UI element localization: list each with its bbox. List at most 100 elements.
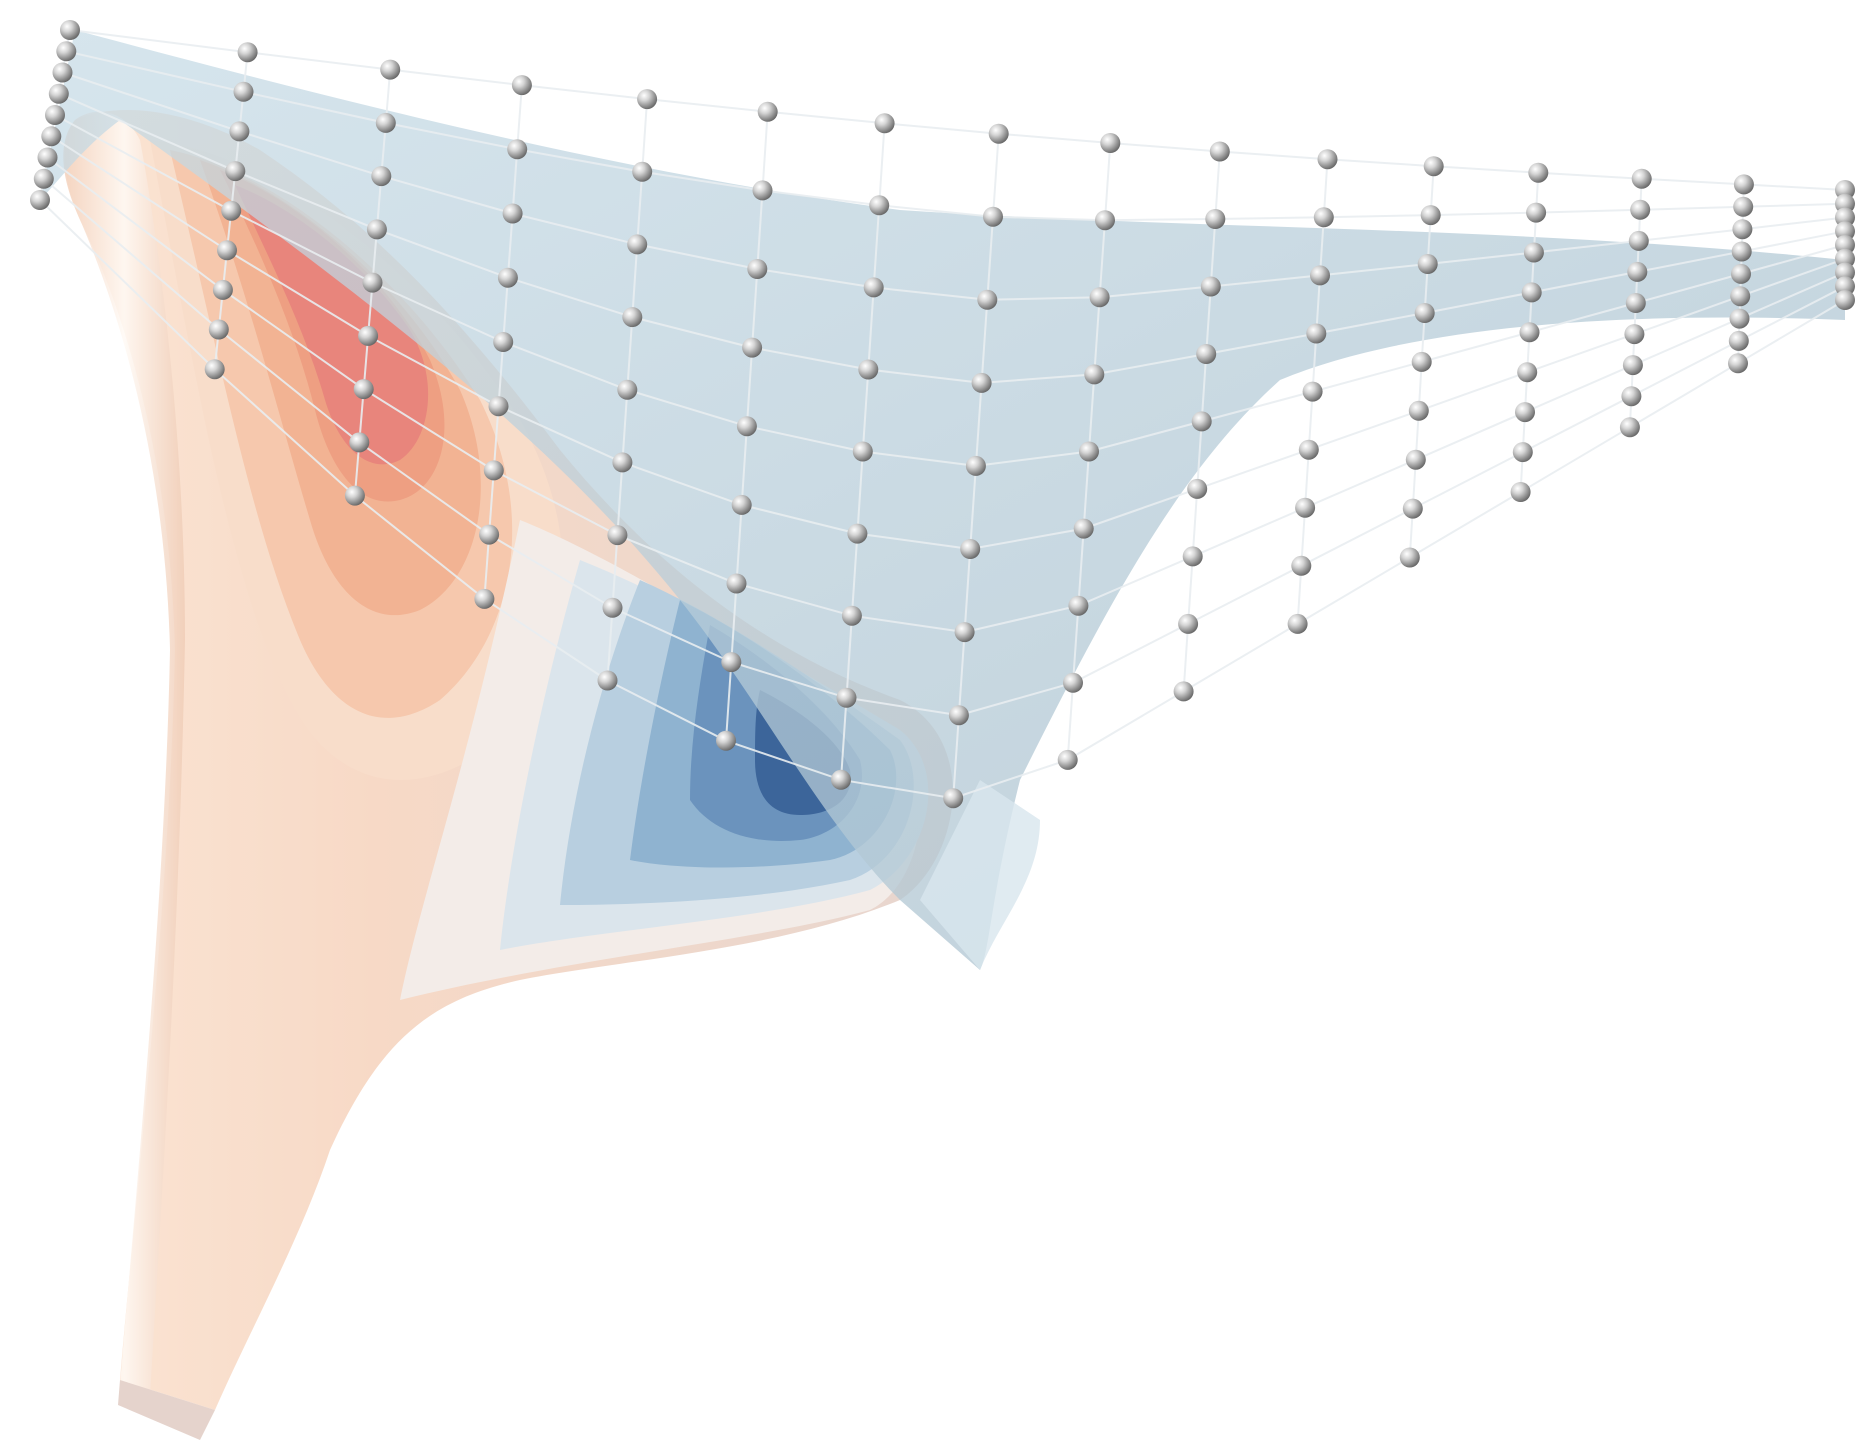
- control-point-node: [716, 730, 736, 751]
- control-point-node: [852, 441, 873, 462]
- control-point-node: [1528, 162, 1549, 183]
- control-point-node: [1073, 518, 1094, 539]
- control-point-node: [1728, 330, 1749, 351]
- control-point-node: [1835, 207, 1855, 228]
- control-point-node: [1521, 282, 1542, 303]
- control-point-node: [1405, 449, 1426, 470]
- control-point-node: [841, 605, 862, 626]
- control-point-node: [1526, 202, 1547, 223]
- control-point-node: [1079, 441, 1099, 462]
- control-point-node: [1057, 749, 1078, 770]
- control-point-node: [1519, 322, 1540, 343]
- control-point-node: [217, 240, 237, 261]
- control-point-node: [1100, 133, 1121, 153]
- control-lattice: [39, 29, 1846, 970]
- lattice-line: [46, 156, 1846, 634]
- lattice-line: [69, 29, 1846, 191]
- control-point-node: [954, 622, 975, 643]
- control-point-node: [483, 460, 504, 481]
- control-point-node: [1631, 168, 1652, 189]
- control-point-node: [1510, 482, 1531, 502]
- control-point-node: [1408, 400, 1429, 421]
- control-point-node: [1196, 344, 1217, 364]
- control-point-node: [1625, 293, 1646, 313]
- control-point-node: [60, 20, 80, 40]
- control-point-node: [1515, 402, 1535, 423]
- control-point-node: [943, 788, 964, 809]
- control-point-node: [836, 687, 857, 708]
- control-point-node: [1619, 417, 1640, 438]
- control-point-node: [1200, 276, 1221, 297]
- control-point-node: [1191, 411, 1212, 432]
- control-point-node: [493, 332, 514, 352]
- control-point-node: [1630, 199, 1651, 220]
- control-point-node: [1414, 303, 1435, 323]
- control-point-node: [1731, 241, 1752, 262]
- control-point-node: [56, 41, 77, 62]
- control-point-node: [1835, 290, 1855, 310]
- control-point-node: [847, 523, 868, 544]
- control-points: [30, 20, 1855, 809]
- control-point-node: [497, 267, 518, 288]
- control-point-node: [479, 524, 500, 545]
- control-point-node: [1733, 174, 1754, 195]
- control-point-node: [1411, 351, 1432, 372]
- control-point-node: [33, 168, 54, 189]
- control-point-node: [237, 42, 258, 63]
- control-point-node: [502, 203, 523, 224]
- control-point-node: [225, 161, 246, 182]
- control-point-node: [757, 101, 778, 122]
- control-point-node: [1835, 248, 1855, 269]
- lattice-line: [66, 50, 1846, 222]
- control-point-node: [1310, 265, 1330, 286]
- control-point-node: [1178, 613, 1199, 634]
- warm-peak: [235, 185, 429, 465]
- lattice-lines: [39, 29, 1846, 800]
- control-point-node: [1068, 595, 1089, 616]
- control-point-node: [1313, 207, 1334, 228]
- control-point-node: [597, 670, 618, 691]
- control-point-node: [1835, 221, 1855, 242]
- control-point-node: [358, 325, 379, 346]
- control-point-node: [1731, 263, 1751, 284]
- control-point-node: [1423, 156, 1444, 177]
- control-point-node: [752, 180, 773, 201]
- control-point-node: [45, 105, 65, 125]
- control-point-node: [1291, 555, 1312, 576]
- control-point-node: [474, 588, 495, 609]
- lattice-line: [58, 92, 1846, 384]
- control-point-node: [1835, 262, 1855, 283]
- control-point-node: [1306, 323, 1327, 344]
- control-point-node: [988, 123, 1009, 144]
- control-point-node: [627, 234, 648, 255]
- control-point-node: [511, 75, 532, 96]
- control-point-node: [1835, 276, 1855, 297]
- control-point-node: [1835, 180, 1855, 200]
- control-point-node: [1622, 355, 1643, 376]
- control-point-node: [1205, 209, 1226, 229]
- control-point-node: [742, 337, 763, 358]
- control-point-node: [229, 121, 250, 142]
- control-point-node: [977, 289, 998, 310]
- control-point-node: [1417, 254, 1438, 274]
- control-point-node: [1209, 141, 1230, 162]
- control-point-node: [1835, 235, 1855, 255]
- control-point-node: [1733, 196, 1754, 217]
- control-point-node: [965, 455, 986, 476]
- control-point-node: [1287, 613, 1308, 634]
- control-point-node: [1835, 193, 1855, 214]
- control-point-node: [37, 147, 58, 168]
- control-point-node: [612, 452, 633, 473]
- control-point-node: [1295, 497, 1316, 518]
- control-point-node: [1302, 381, 1323, 402]
- control-point-node: [637, 89, 658, 110]
- lattice-line: [43, 178, 1846, 717]
- control-point-node: [30, 190, 50, 210]
- control-point-node: [1084, 364, 1105, 385]
- control-point-node: [971, 372, 992, 393]
- surface-rim: [63, 111, 186, 1395]
- control-point-node: [48, 83, 69, 104]
- control-point-node: [488, 396, 509, 417]
- control-point-node: [1523, 242, 1544, 263]
